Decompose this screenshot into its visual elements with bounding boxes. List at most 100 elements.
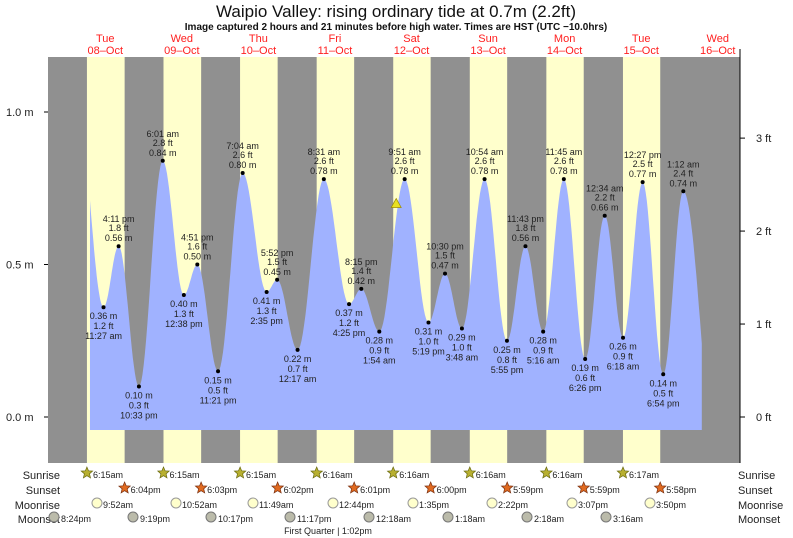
high-tide-ft: 2.2 ft bbox=[595, 193, 616, 203]
high-tide-height-m: 0.74 m bbox=[670, 178, 698, 188]
high-tide-height-m: 0.78 m bbox=[550, 166, 578, 176]
moonrise-icon bbox=[91, 497, 103, 509]
low-tide-point bbox=[661, 372, 666, 377]
high-tide-ft: 1.6 ft bbox=[187, 242, 208, 252]
high-tide-point bbox=[116, 244, 121, 249]
moonrise-row-label-right: Moonrise bbox=[738, 500, 783, 512]
high-tide-ft: 2.6 ft bbox=[395, 156, 416, 166]
tide-area bbox=[89, 160, 702, 431]
high-tide-height-m: 0.78 m bbox=[310, 166, 338, 176]
low-tide-ft: 0.9 ft bbox=[369, 346, 390, 356]
low-tide-height-m: 0.19 m bbox=[571, 363, 599, 373]
sunset-icon bbox=[194, 481, 208, 494]
high-tide-point bbox=[681, 189, 686, 194]
moonrise-time: 11:49am bbox=[259, 500, 293, 510]
high-tide-point bbox=[602, 213, 607, 218]
low-tide-ft: 1.2 ft bbox=[339, 318, 360, 328]
high-tide-point bbox=[640, 180, 645, 185]
sunrise-icon bbox=[156, 466, 171, 479]
low-tide-height-m: 0.31 m bbox=[415, 326, 443, 336]
moonrise-icon bbox=[327, 497, 339, 509]
low-tide-time: 4:25 pm bbox=[333, 328, 366, 338]
moonset-icon bbox=[48, 511, 60, 523]
moonset-time: 11:17pm bbox=[297, 514, 331, 524]
moonrise-time: 12:44pm bbox=[339, 500, 374, 510]
low-tide-point bbox=[101, 305, 106, 310]
low-tide-ft: 0.6 ft bbox=[575, 373, 596, 383]
sunset-icon bbox=[118, 481, 132, 494]
high-tide-height-m: 0.47 m bbox=[431, 261, 459, 271]
low-tide-ft: 0.3 ft bbox=[129, 401, 150, 411]
moonrise-time: 3:07pm bbox=[578, 500, 608, 510]
sunrise-time: 6:15am bbox=[93, 470, 123, 480]
sunset-icon bbox=[347, 481, 361, 494]
sunrise-icon bbox=[616, 466, 630, 479]
date-label: 16–Oct bbox=[700, 45, 735, 57]
low-tide-ft: 0.9 ft bbox=[533, 346, 554, 356]
low-tide-ft: 1.3 ft bbox=[257, 306, 278, 316]
date-label: 13–Oct bbox=[470, 45, 505, 57]
high-tide-height-m: 0.42 m bbox=[348, 276, 376, 286]
low-tide-point bbox=[621, 335, 626, 340]
sunrise-time: 6:15am bbox=[246, 470, 276, 480]
high-tide-height-m: 0.80 m bbox=[229, 160, 257, 170]
moonset-time: 12:18am bbox=[376, 514, 411, 524]
sunset-icon bbox=[271, 481, 285, 494]
moonrise-time: 10:52am bbox=[182, 500, 217, 510]
low-tide-height-m: 0.10 m bbox=[125, 391, 153, 401]
low-tide-time: 5:19 pm bbox=[412, 346, 445, 356]
low-tide-height-m: 0.28 m bbox=[529, 336, 557, 346]
moonset-icon bbox=[442, 511, 454, 523]
date-label: 15–Oct bbox=[623, 45, 658, 57]
day-of-week-label: Mon bbox=[554, 33, 575, 45]
high-tide-point bbox=[561, 177, 566, 182]
high-tide-ft: 1.8 ft bbox=[109, 223, 130, 233]
high-tide-height-m: 0.78 m bbox=[471, 166, 499, 176]
moonset-time: 8:24pm bbox=[61, 514, 91, 524]
date-label: 10–Oct bbox=[241, 45, 276, 57]
sunset-time: 5:58pm bbox=[666, 485, 696, 495]
sunrise-icon bbox=[310, 466, 324, 479]
low-tide-height-m: 0.40 m bbox=[170, 299, 198, 309]
low-tide-point bbox=[504, 338, 509, 343]
moonset-icon bbox=[521, 511, 533, 523]
low-tide-point bbox=[136, 384, 141, 389]
high-tide-time: 1:12 am bbox=[667, 159, 700, 169]
high-tide-height-m: 0.66 m bbox=[591, 203, 619, 213]
high-tide-time: 7:04 am bbox=[226, 141, 259, 151]
low-tide-time: 2:35 pm bbox=[250, 316, 283, 326]
current-tide-marker-icon bbox=[390, 197, 402, 208]
moonset-time: 3:16am bbox=[613, 514, 643, 524]
high-tide-point bbox=[275, 277, 280, 282]
low-tide-time: 12:17 am bbox=[279, 374, 317, 384]
day-of-week-label: Sat bbox=[403, 33, 420, 45]
low-tide-ft: 0.5 ft bbox=[653, 388, 674, 398]
moonset-row-label-right: Moonset bbox=[738, 514, 780, 526]
high-tide-ft: 2.6 ft bbox=[314, 156, 335, 166]
high-tide-ft: 1.5 ft bbox=[435, 251, 456, 261]
high-tide-time: 8:15 pm bbox=[345, 257, 378, 267]
sunset-icon bbox=[500, 481, 514, 494]
chart-subtitle: Image captured 2 hours and 21 minutes be… bbox=[185, 22, 607, 33]
high-tide-point bbox=[321, 177, 326, 182]
day-of-week-label: Thu bbox=[249, 33, 268, 45]
moonset-icon bbox=[127, 511, 139, 523]
sunrise-time: 6:16am bbox=[552, 470, 582, 480]
moon-phase: First Quarter | 1:02pm bbox=[284, 526, 372, 536]
low-tide-point bbox=[181, 293, 186, 297]
high-tide-time: 10:30 pm bbox=[426, 242, 464, 252]
high-tide-ft: 2.6 ft bbox=[233, 150, 254, 160]
moonrise-time: 2:22pm bbox=[498, 500, 528, 510]
sunrise-icon bbox=[233, 466, 247, 479]
moonrise-icon bbox=[486, 497, 498, 509]
sunset-time: 6:04pm bbox=[131, 485, 161, 495]
day-of-week-label: Sun bbox=[478, 33, 498, 45]
y-tick-label-m: 1.0 m bbox=[6, 107, 34, 119]
high-tide-ft: 2.6 ft bbox=[475, 156, 496, 166]
low-tide-height-m: 0.41 m bbox=[253, 296, 281, 306]
moonset-time: 9:19pm bbox=[140, 514, 170, 524]
high-tide-point bbox=[402, 177, 407, 182]
low-tide-ft: 1.0 ft bbox=[452, 343, 473, 353]
sunrise-icon bbox=[539, 466, 553, 479]
high-tide-ft: 1.5 ft bbox=[267, 257, 288, 267]
